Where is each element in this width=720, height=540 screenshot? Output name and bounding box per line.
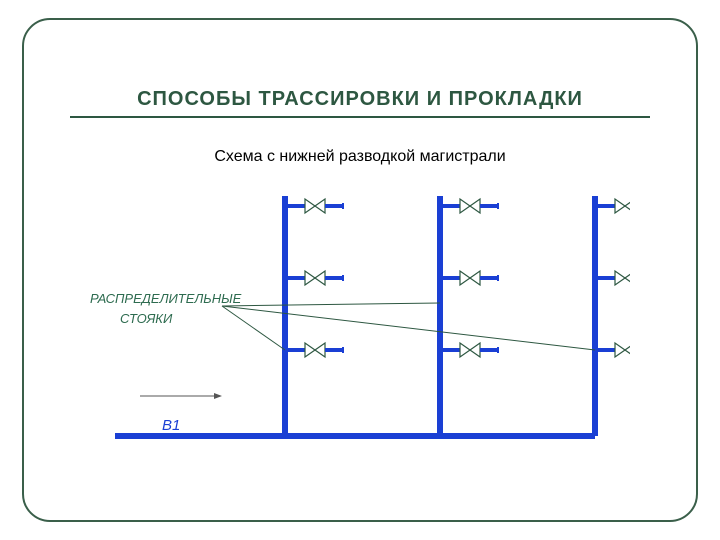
slide-subtitle: Схема с нижней разводкой магистрали (0, 148, 720, 166)
slide-title: СПОСОБЫ ТРАССИРОВКИ И ПРОКЛАДКИ (0, 88, 720, 111)
svg-text:РАСПРЕДЕЛИТЕЛЬНЫЕ: РАСПРЕДЕЛИТЕЛЬНЫЕ (90, 291, 242, 306)
title-underline (70, 116, 650, 118)
svg-text:СТОЯКИ: СТОЯКИ (120, 311, 173, 326)
piping-diagram: РАСПРЕДЕЛИТЕЛЬНЫЕ СТОЯКИ В1 (90, 178, 630, 468)
svg-text:В1: В1 (162, 417, 180, 434)
